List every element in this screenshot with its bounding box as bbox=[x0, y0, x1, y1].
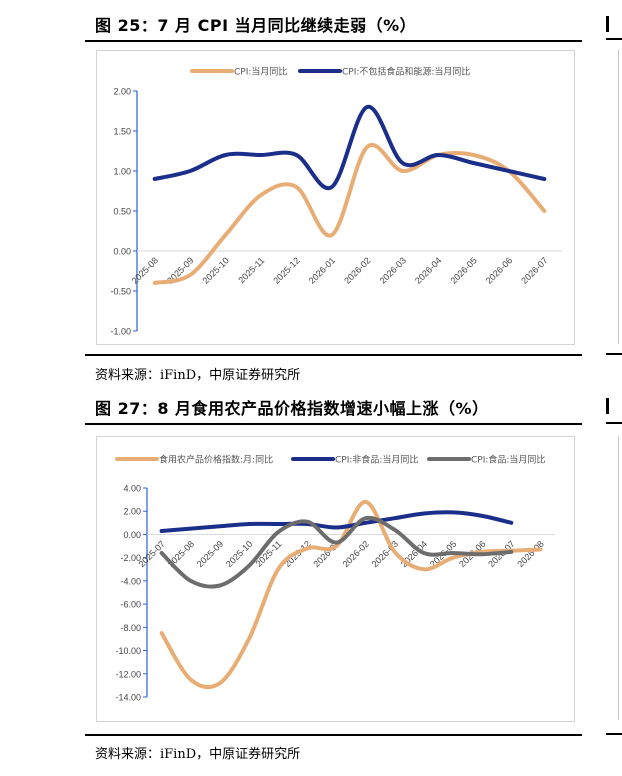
x-tick-label: 2026-08 bbox=[515, 539, 545, 569]
y-tick-label: 2.00 bbox=[113, 87, 131, 97]
y-tick-label: 0.00 bbox=[123, 530, 141, 540]
neighbor-column-marker-mid bbox=[606, 398, 609, 414]
y-tick-label: 2.00 bbox=[123, 507, 141, 517]
figure-25-top-rule bbox=[85, 40, 582, 42]
series-line-2 bbox=[159, 510, 514, 533]
legend-label-3: CPI:食品:当月同比 bbox=[471, 454, 545, 466]
y-tick-label: -12.00 bbox=[115, 669, 141, 679]
chart-27-container: 4.00 2.00 0.00 -2.00 -4.00 -6.00 -8.00 -10.00 -1… bbox=[96, 436, 575, 722]
figure-25-source: 资料来源：iFinD，中原证券研究所 bbox=[95, 368, 301, 383]
y-tick-label: -10.00 bbox=[115, 646, 141, 656]
y-tick-label: -2.00 bbox=[120, 553, 141, 563]
figure-27-source: 资料来源：iFinD，中原证券研究所 bbox=[95, 747, 301, 762]
legend-label-1: 食用农产品价格指数:月:同比 bbox=[159, 454, 273, 466]
x-tick-label: 2025-11 bbox=[236, 255, 266, 285]
legend-label-2: CPI:非食品:当月同比 bbox=[335, 454, 418, 466]
figure-27-top-rule bbox=[85, 423, 582, 425]
y-tick-label: 0.00 bbox=[113, 247, 131, 257]
x-tick-label: 2025-12 bbox=[271, 255, 301, 285]
y-tick-label: 1.50 bbox=[113, 127, 131, 137]
neighbor-column-rule-top bbox=[606, 38, 622, 40]
legend-label-2: CPI:不包括食品和能源:当月同比 bbox=[342, 66, 470, 78]
legend-label-1: CPI:当月同比 bbox=[234, 66, 287, 78]
figure-27-title: 图 27：8 月食用农产品价格指数增速小幅上涨（%） bbox=[95, 399, 489, 418]
x-tick-label: 2026-04 bbox=[413, 255, 443, 285]
y-tick-label: -1.00 bbox=[110, 327, 131, 337]
y-tick-label: -6.00 bbox=[120, 600, 141, 610]
x-tick-label: 2026-03 bbox=[378, 255, 408, 285]
neighbor-column-rule-mid1 bbox=[606, 353, 622, 355]
y-tick-label: -0.50 bbox=[110, 287, 131, 297]
neighbor-chart-border-top bbox=[618, 50, 619, 344]
neighbor-column-marker-top bbox=[606, 16, 609, 32]
chart-25-container: 2.00 1.50 1.00 0.50 0.00 -0.50 -1.00 2025-08 202… bbox=[96, 50, 575, 345]
neighbor-chart-border-bottom bbox=[618, 436, 619, 720]
y-tick-label: 0.50 bbox=[113, 207, 131, 217]
chart-27-svg: 4.00 2.00 0.00 -2.00 -4.00 -6.00 -8.00 -10.00 -1… bbox=[115, 454, 555, 703]
neighbor-column-rule-bottom bbox=[606, 733, 622, 735]
x-tick-label: 2026-05 bbox=[448, 255, 478, 285]
figure-25-title: 图 25：7 月 CPI 当月同比继续走弱（%） bbox=[95, 16, 417, 35]
y-tick-label: 4.00 bbox=[123, 484, 141, 494]
figure-27-bottom-rule bbox=[85, 734, 582, 736]
x-tick-label: 2026-07 bbox=[519, 255, 549, 285]
series-line-2 bbox=[152, 105, 547, 191]
series-line-1 bbox=[152, 142, 547, 285]
x-tick-label: 2026-01 bbox=[307, 255, 337, 285]
series-line-3 bbox=[159, 515, 514, 589]
y-tick-label: 1.00 bbox=[113, 167, 131, 177]
y-tick-label: -8.00 bbox=[120, 623, 141, 633]
y-tick-label: -14.00 bbox=[115, 693, 141, 703]
x-tick-label: 2026-02 bbox=[341, 539, 371, 569]
x-tick-label: 2025-09 bbox=[195, 539, 225, 569]
neighbor-column-rule-mid2 bbox=[606, 422, 622, 424]
x-tick-label: 2026-02 bbox=[342, 255, 372, 285]
figure-25-bottom-rule bbox=[85, 354, 582, 356]
x-tick-label: 2026-06 bbox=[484, 255, 514, 285]
y-tick-label: -4.00 bbox=[120, 576, 141, 586]
